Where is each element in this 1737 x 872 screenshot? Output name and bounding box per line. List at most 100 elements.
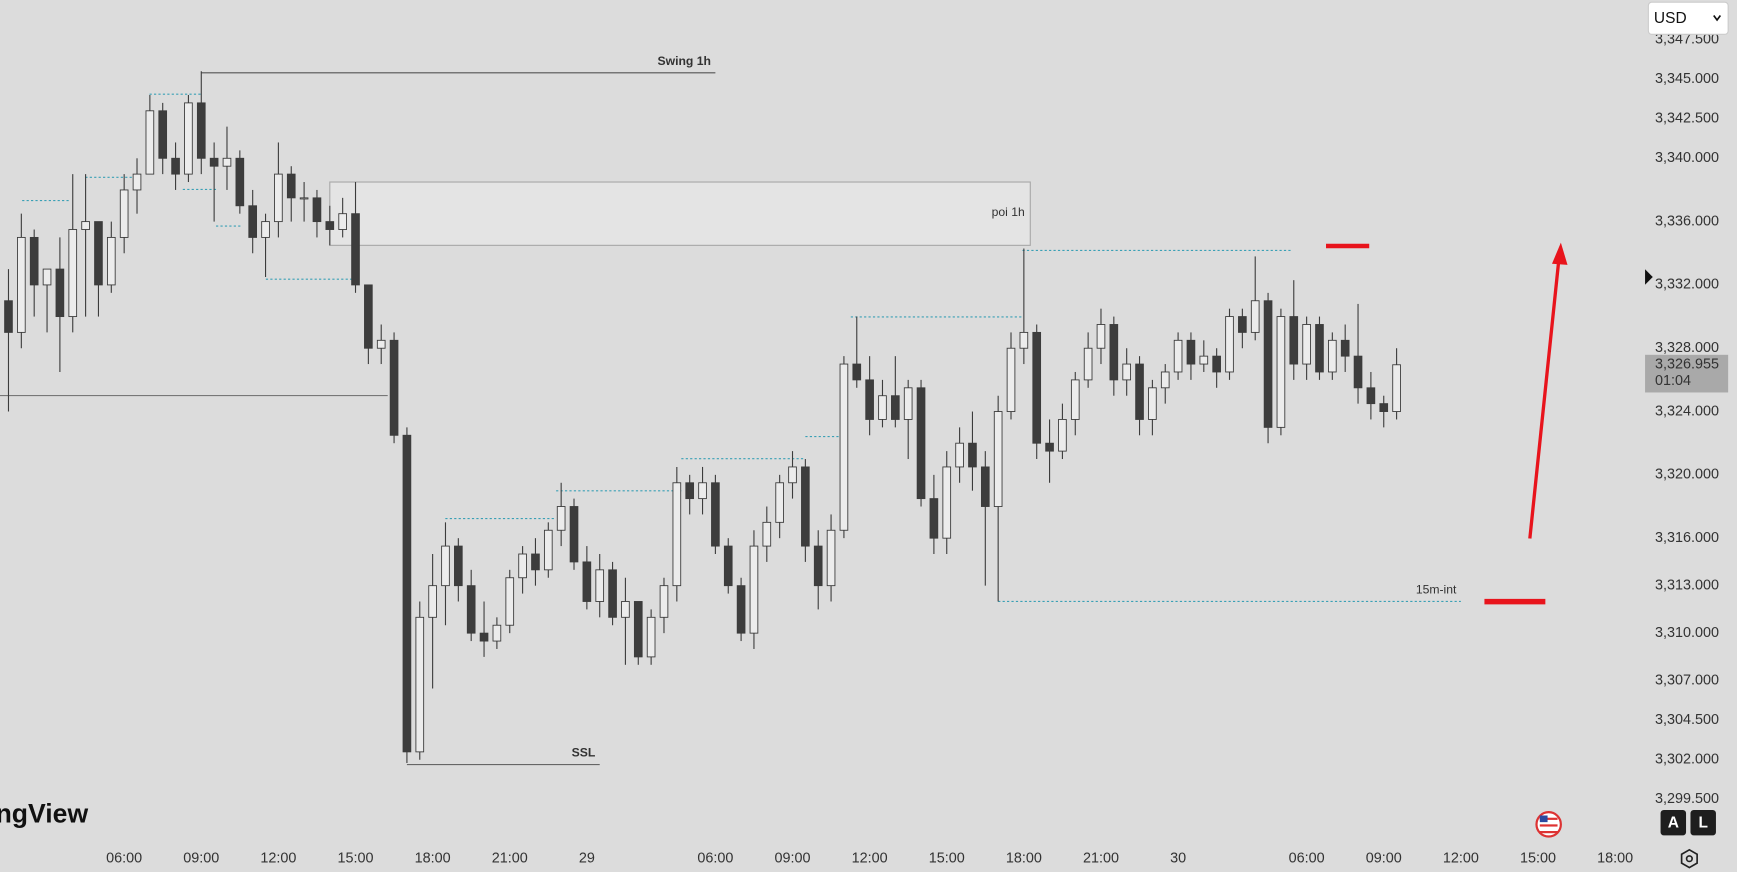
candle-body: [415, 616, 425, 753]
x-tick-label: 09:00: [775, 851, 811, 867]
candle-body: [1096, 324, 1106, 349]
candle-body: [1135, 363, 1144, 420]
plot-area: Swing 1h poi 1h SSL 15m-int: [4, 54, 1461, 766]
candle-body: [788, 466, 797, 484]
alert-marker: [1645, 269, 1653, 285]
candle-body: [1045, 442, 1054, 452]
y-tick-label: 3,304.500: [1655, 712, 1719, 728]
candle-body: [1058, 419, 1067, 452]
candle-body: [312, 197, 322, 223]
candle-body: [17, 236, 26, 333]
candle-body: [1006, 347, 1016, 412]
drawings: [0, 93, 1653, 605]
watermark: ngView: [0, 799, 88, 829]
candle-body: [1263, 300, 1273, 428]
candle-body: [325, 221, 335, 230]
candle-body: [119, 189, 129, 238]
candle-body: [595, 569, 605, 602]
countdown: 01:04: [1655, 373, 1691, 389]
currency-select[interactable]: USD: [1647, 1, 1729, 35]
scale-button[interactable]: [1660, 809, 1687, 836]
x-tick-label: 18:00: [1597, 851, 1633, 867]
y-tick-label: 3,347.500: [1655, 31, 1719, 47]
y-tick-label: 3,324.000: [1655, 403, 1719, 419]
candle-body: [1276, 316, 1286, 428]
x-tick-label: 15:00: [1520, 851, 1556, 867]
x-tick-label: 18:00: [415, 851, 451, 867]
x-tick-label: 29: [579, 851, 595, 867]
y-tick-label: 3,299.500: [1655, 791, 1719, 807]
candle-body: [813, 545, 823, 587]
candle-body: [1238, 316, 1247, 333]
candle-body: [903, 387, 913, 420]
candle-body: [646, 616, 656, 658]
y-tick-label: 3,336.000: [1655, 213, 1719, 229]
swing-markers: [22, 93, 1291, 520]
scale-button-label[interactable]: A: [1668, 814, 1679, 831]
chevron: [1713, 15, 1722, 22]
x-tick-label: 09:00: [1366, 851, 1402, 867]
candle-body: [711, 482, 720, 547]
zone: [329, 181, 1031, 246]
y-tick-label: 3,345.000: [1655, 71, 1719, 87]
candle-body: [248, 205, 258, 238]
candle-body: [1109, 324, 1119, 381]
candle-body: [389, 339, 399, 436]
candle-body: [299, 197, 309, 200]
candle-body: [466, 585, 476, 634]
candle-body: [865, 379, 874, 420]
candle-body: [1302, 324, 1311, 365]
x-tick-label: 30: [1170, 851, 1186, 867]
candle-body: [993, 411, 1003, 507]
x-tick-label: 12:00: [852, 851, 888, 867]
candle-body: [556, 506, 566, 531]
candle-body: [338, 213, 347, 230]
candle-body: [1160, 371, 1170, 389]
candle-body: [402, 434, 412, 753]
candle-body: [505, 577, 515, 626]
scale-button[interactable]: [1690, 809, 1716, 836]
y-tick-label: 3,302.000: [1655, 752, 1719, 768]
candle-body: [1379, 403, 1389, 412]
flag-icon[interactable]: [1535, 811, 1562, 838]
candle-body: [106, 236, 116, 286]
x-tick-label: 12:00: [1443, 851, 1479, 867]
candle-body: [1148, 387, 1157, 420]
candle-body: [1212, 355, 1221, 373]
candle-body: [839, 363, 849, 531]
candle-body: [55, 268, 65, 318]
settings-icon[interactable]: [1680, 848, 1698, 869]
currency-text[interactable]: USD: [1654, 10, 1687, 27]
candle-body: [145, 110, 155, 175]
candle-body: [1328, 339, 1337, 373]
scale-button-label[interactable]: L: [1698, 814, 1707, 831]
x-tick-label: 21:00: [492, 851, 528, 867]
candle-body: [1225, 316, 1234, 373]
candle-body: [775, 482, 784, 523]
candle-body: [1353, 355, 1363, 389]
candle-body: [132, 173, 142, 191]
candle-body: [891, 395, 900, 420]
candle-body: [1392, 364, 1401, 412]
candle-body: [1199, 355, 1209, 365]
x-tick-label: 21:00: [1083, 851, 1119, 867]
candle-body: [569, 506, 579, 563]
candle-body: [235, 157, 245, 207]
x-tick-label: 06:00: [697, 851, 733, 867]
y-tick-label: 3,342.500: [1655, 111, 1719, 127]
candle-body: [261, 221, 270, 238]
candle-body: [1122, 363, 1132, 381]
candle-body: [492, 624, 502, 642]
candle-body: [980, 466, 990, 507]
candle-body: [955, 442, 964, 468]
candle-body: [723, 545, 733, 587]
currency-box[interactable]: [1647, 1, 1729, 35]
candle-body: [274, 173, 283, 223]
candle-body: [68, 229, 78, 318]
candle-body: [1070, 379, 1080, 420]
candle-body: [1173, 339, 1183, 373]
candle-body: [518, 553, 527, 579]
